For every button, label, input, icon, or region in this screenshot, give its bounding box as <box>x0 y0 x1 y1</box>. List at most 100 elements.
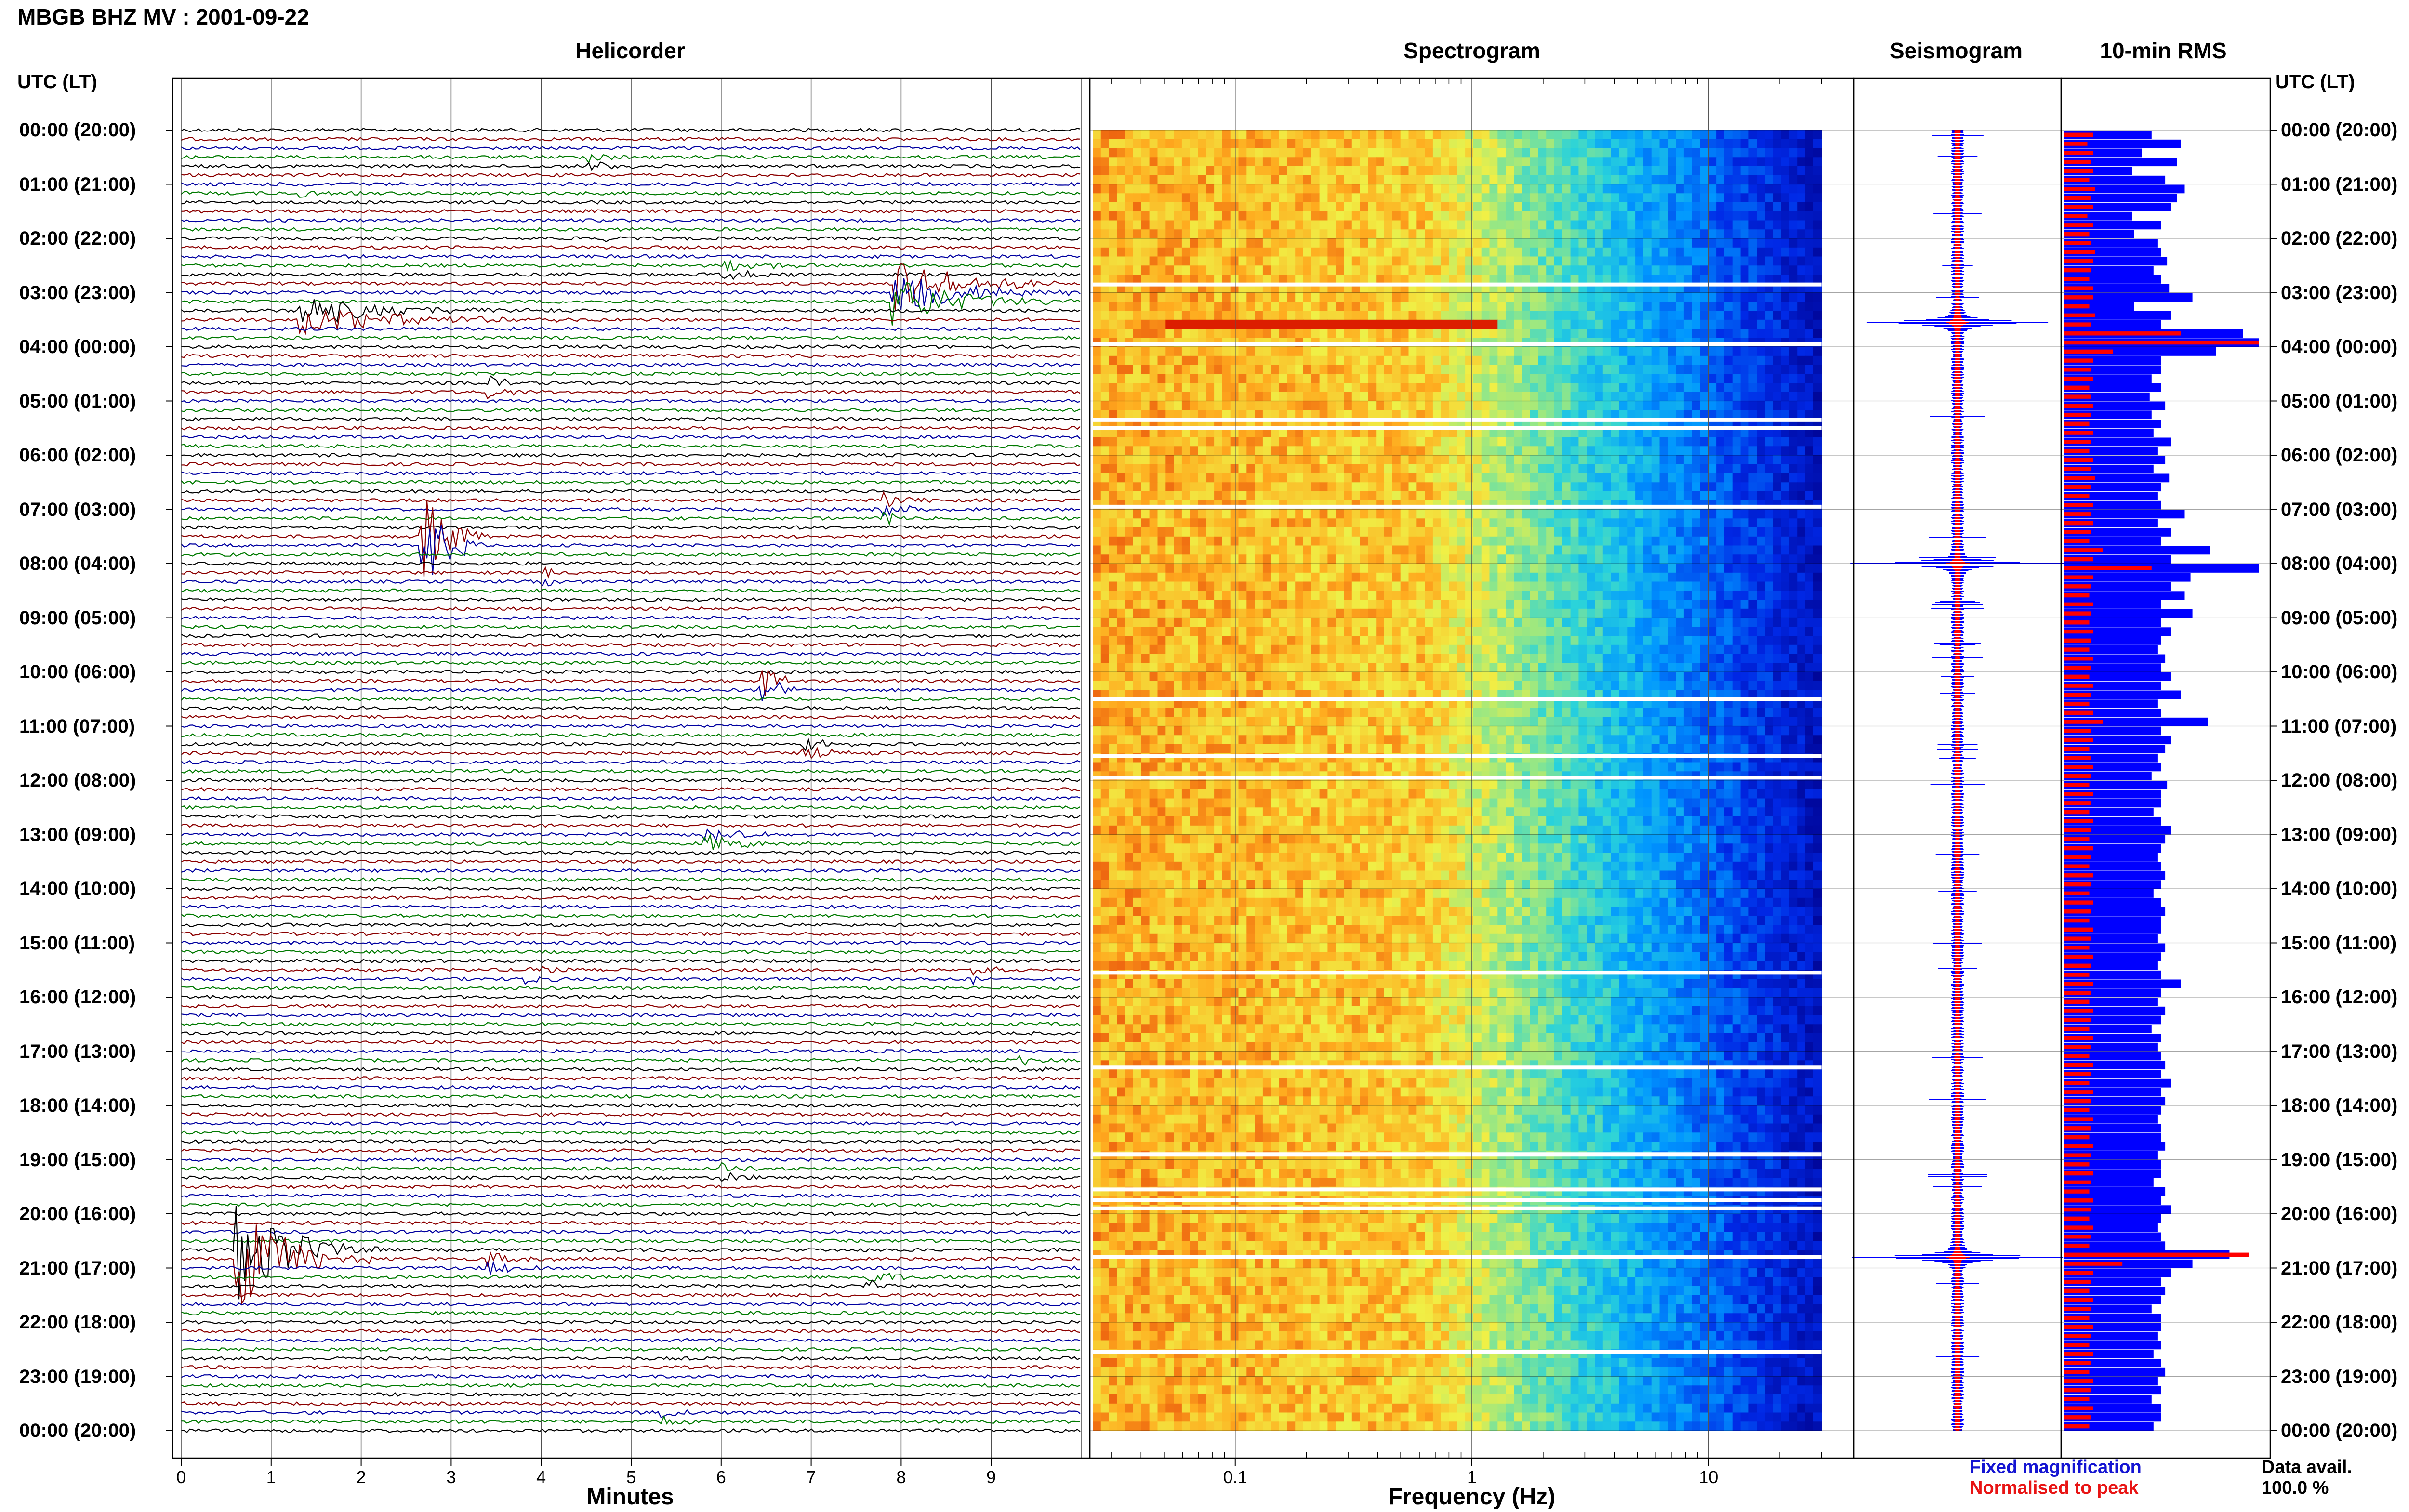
helicorder-trace <box>181 778 1081 783</box>
spectrogram-cell <box>1781 247 1789 257</box>
spectrogram-cell <box>1198 455 1206 465</box>
spectrogram-cell <box>1595 365 1603 374</box>
spectrogram-cell <box>1344 464 1352 474</box>
spectrogram-cell <box>1757 527 1765 537</box>
spectrogram-cell <box>1368 545 1377 555</box>
spectrogram-cell <box>1765 157 1774 167</box>
helicorder-trace <box>181 769 1081 774</box>
spectrogram-cell <box>1676 554 1684 564</box>
spectrogram-cell <box>1400 175 1409 185</box>
spectrogram-cell <box>1595 139 1603 149</box>
spectrogram-cell <box>1627 329 1636 338</box>
spectrogram-cell <box>1659 130 1668 140</box>
spectrogram-cell <box>1514 157 1522 167</box>
spectrogram-cell <box>1732 518 1741 528</box>
spectrogram-cell <box>1109 184 1117 194</box>
spectrogram-cell <box>1117 536 1125 546</box>
spectrogram-cell <box>1522 247 1531 257</box>
spectrogram-cell <box>1530 166 1538 176</box>
spectrogram-cell <box>1514 347 1522 356</box>
spectrogram-cell <box>1465 166 1474 176</box>
spectrogram-cell <box>1238 292 1247 302</box>
spectrogram-cell <box>1190 302 1199 311</box>
spectrogram-cell <box>1360 130 1368 140</box>
spectrogram-cell <box>1190 401 1199 410</box>
spectrogram-cell <box>1497 572 1506 582</box>
spectrogram-cell <box>1724 175 1733 185</box>
spectrogram-cell <box>1748 410 1757 420</box>
spectrogram-cell <box>1206 446 1215 456</box>
spectrogram-cell <box>1627 292 1636 302</box>
spectrogram-cell <box>1351 455 1361 465</box>
spectrogram-cell <box>1125 229 1134 239</box>
spectrogram-cell <box>1238 211 1247 221</box>
spectrogram-cell <box>1797 446 1806 456</box>
spectrogram-cell <box>1570 166 1579 176</box>
spectrogram-cell <box>1562 473 1571 483</box>
helicorder-trace <box>181 828 1081 842</box>
spectrogram-cell <box>1813 455 1822 465</box>
spectrogram-cell <box>1781 238 1789 248</box>
spectrogram-cell <box>1174 275 1182 284</box>
seismogram-title: Seismogram <box>1889 38 2023 63</box>
spectrogram-cell <box>1133 238 1142 248</box>
spectrogram-cell <box>1311 193 1320 203</box>
spectrogram-cell <box>1295 428 1304 438</box>
spectrogram-cell <box>1181 256 1191 266</box>
spectrogram-cell <box>1392 591 1401 600</box>
spectrogram-cell <box>1748 554 1757 564</box>
spectrogram-cell <box>1643 455 1652 465</box>
spectrogram-cell <box>1416 509 1425 519</box>
spectrogram-cell <box>1432 319 1442 329</box>
spectrogram-cell <box>1530 401 1538 410</box>
spectrogram-cell <box>1489 329 1498 338</box>
spectrogram-cell <box>1360 202 1368 212</box>
spectrogram-cell <box>1174 518 1182 528</box>
spectrogram-cell <box>1578 518 1587 528</box>
spectrogram-cell <box>1311 410 1320 420</box>
spectrogram-cell <box>1319 275 1328 284</box>
spectrogram-cell <box>1473 446 1482 456</box>
spectrogram-cell <box>1246 247 1255 257</box>
spectrogram-cell <box>1416 292 1425 302</box>
spectrogram-cell <box>1416 355 1425 366</box>
spectrogram-cell <box>1757 166 1765 176</box>
spectrogram-cell <box>1546 302 1555 311</box>
helicorder-trace <box>181 1184 1081 1189</box>
spectrogram-cell <box>1805 139 1814 149</box>
spectrogram-cell <box>1295 256 1304 266</box>
spectrogram-cell <box>1651 311 1660 320</box>
spectrogram-cell <box>1595 202 1603 212</box>
spectrogram-cell <box>1238 148 1247 158</box>
spectrogram-cell <box>1773 437 1782 447</box>
spectrogram-cell <box>1376 536 1385 546</box>
spectrogram-cell <box>1716 319 1725 329</box>
spectrogram-cell <box>1724 437 1733 447</box>
spectrogram-cell <box>1668 410 1676 420</box>
spectrogram-cell <box>1400 130 1409 140</box>
spectrogram-cell <box>1489 527 1498 537</box>
spectrogram-cell <box>1408 591 1417 600</box>
helicorder-trace <box>181 1365 1081 1370</box>
spectrogram-cell <box>1546 446 1555 456</box>
spectrogram-cell <box>1117 401 1125 410</box>
spectrogram-cell <box>1805 157 1814 167</box>
spectrogram-cell <box>1732 347 1741 356</box>
spectrogram-cell <box>1522 437 1531 447</box>
spectrogram-cell <box>1481 374 1490 383</box>
spectrogram-cell <box>1765 491 1774 501</box>
spectrogram-cell <box>1425 383 1433 393</box>
spectrogram-cell <box>1797 554 1806 564</box>
spectrogram-cell <box>1530 383 1538 393</box>
spectrogram-cell <box>1100 319 1110 329</box>
spectrogram-cell <box>1732 193 1741 203</box>
spectrogram-cell <box>1602 229 1612 239</box>
spectrogram-cell <box>1562 509 1571 519</box>
spectrogram-cell <box>1287 591 1296 600</box>
spectrogram-cell <box>1093 455 1101 465</box>
spectrogram-cell <box>1190 464 1199 474</box>
spectrogram-cell <box>1781 130 1789 140</box>
spectrogram-cell <box>1773 292 1782 302</box>
spectrogram-cell <box>1489 591 1498 600</box>
spectrogram-cell <box>1692 365 1701 374</box>
